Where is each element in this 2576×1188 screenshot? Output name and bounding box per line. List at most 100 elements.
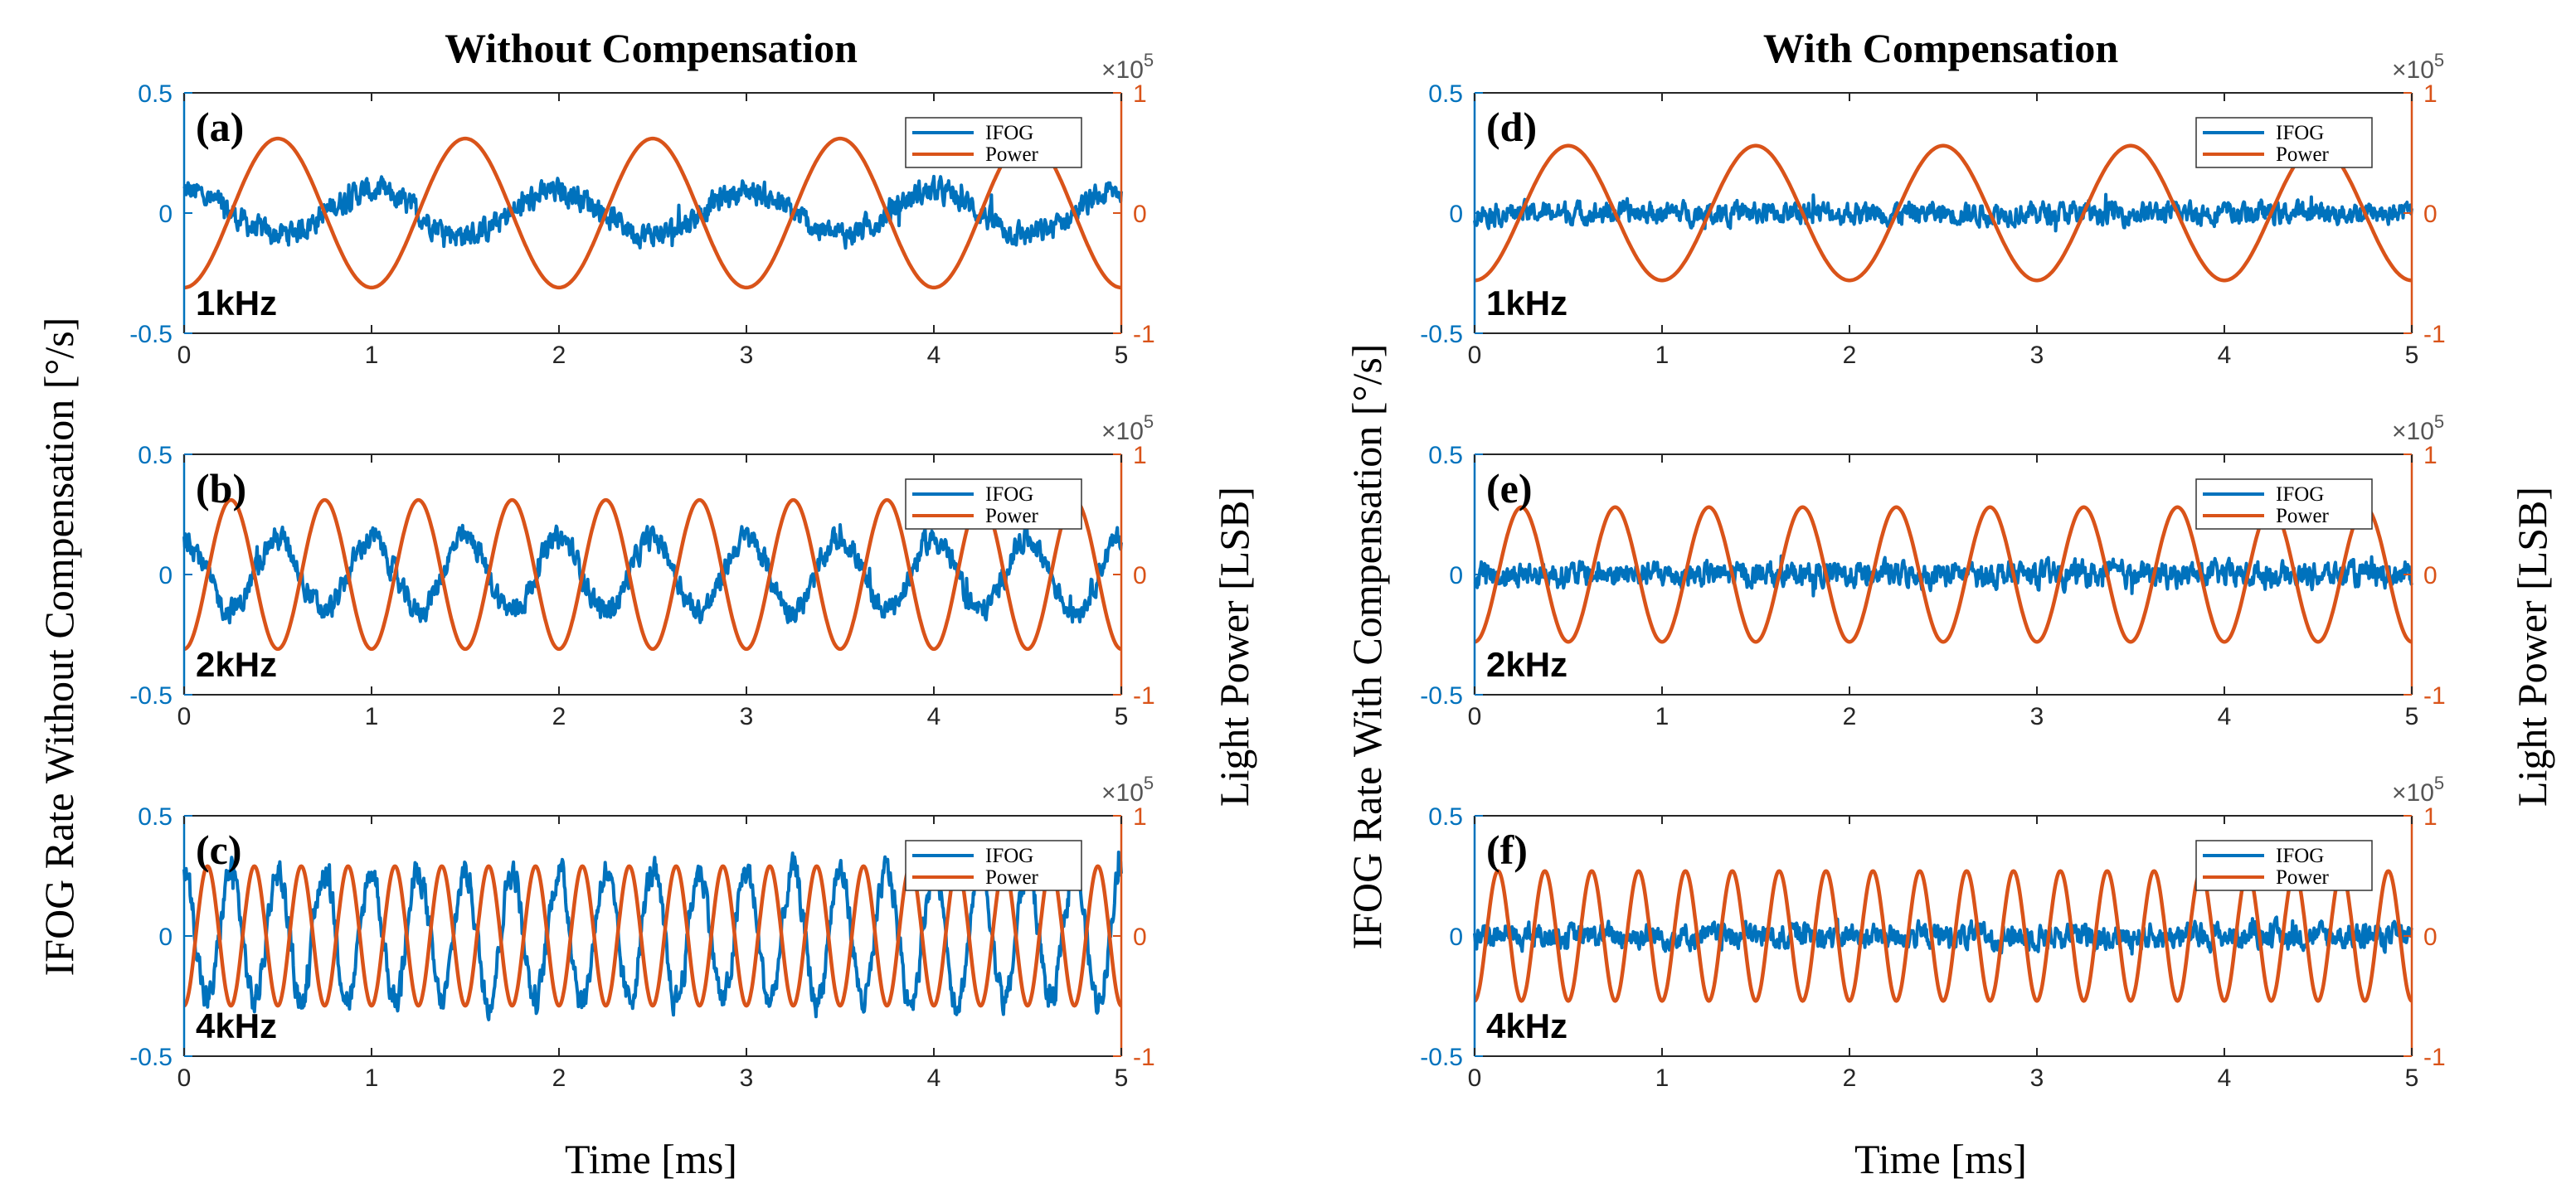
x-tick-label: 3 xyxy=(740,342,754,369)
y-right-tick-label: -1 xyxy=(2423,1044,2446,1071)
ifog-series-line xyxy=(182,174,1123,250)
x-tick-label: 0 xyxy=(177,703,192,730)
y-left-tick-label: 0.5 xyxy=(138,442,173,469)
right-x-axis-label: Time [ms] xyxy=(1854,1136,2027,1182)
multiplier-exponent: 5 xyxy=(1144,411,1154,432)
right-axis-multiplier: ×105 xyxy=(2392,50,2444,84)
x-tick-label: 2 xyxy=(1843,342,1857,369)
y-right-tick-label: 0 xyxy=(2423,562,2437,589)
y-right-tick-label: 0 xyxy=(1133,562,1147,589)
x-tick-label: 0 xyxy=(1468,1064,1482,1092)
right-axis-multiplier: ×105 xyxy=(1101,773,1154,807)
frequency-label: 1kHz xyxy=(1486,284,1567,322)
y-right-tick-label: 1 xyxy=(2423,803,2437,831)
legend-label-power: Power xyxy=(2276,866,2330,889)
x-tick-label: 3 xyxy=(2030,703,2044,730)
frequency-label: 4kHz xyxy=(196,1006,277,1045)
y-left-tick-label: -0.5 xyxy=(1420,321,1463,348)
x-tick-label: 2 xyxy=(1843,703,1857,730)
legend-box xyxy=(2195,478,2373,530)
x-tick-label: 4 xyxy=(2218,342,2232,369)
power-series-line xyxy=(1475,143,2412,283)
legend-label-power: Power xyxy=(2276,143,2330,166)
ifog-series-line xyxy=(1473,554,2413,598)
legend-label-ifog: IFOG xyxy=(985,122,1033,144)
left-x-axis-label: Time [ms] xyxy=(565,1136,737,1182)
panel-label: (e) xyxy=(1486,465,1533,512)
x-tick-label: 1 xyxy=(1655,1064,1670,1092)
y-right-tick-label: 0 xyxy=(1133,201,1147,228)
right-title: With Compensation xyxy=(1763,25,2119,71)
panel-label: (b) xyxy=(196,465,246,512)
y-right-tick-label: 1 xyxy=(2423,442,2437,469)
y-left-tick-label: 0.5 xyxy=(1428,442,1463,469)
x-tick-label: 2 xyxy=(1843,1064,1857,1092)
x-tick-label: 1 xyxy=(365,703,379,730)
y-right-tick-label: 0 xyxy=(1133,924,1147,951)
x-tick-label: 4 xyxy=(2218,1064,2232,1092)
y-right-tick-label: -1 xyxy=(1133,1044,1155,1071)
legend-label-ifog: IFOG xyxy=(985,845,1033,867)
x-tick-label: 3 xyxy=(740,703,754,730)
y-right-tick-label: 1 xyxy=(1133,803,1147,831)
x-tick-label: 4 xyxy=(2218,703,2232,730)
frequency-label: 4kHz xyxy=(1486,1006,1567,1045)
y-right-tick-label: 0 xyxy=(2423,201,2437,228)
x-tick-label: 3 xyxy=(2030,1064,2044,1092)
y-left-tick-label: 0 xyxy=(1449,562,1463,589)
y-left-tick-label: 0 xyxy=(1449,201,1463,228)
y-right-tick-label: 1 xyxy=(1133,80,1147,108)
frequency-label: 2kHz xyxy=(1486,645,1567,684)
y-left-tick-label: 0.5 xyxy=(138,80,173,108)
left-power-axis-label: Light Power [LSB] xyxy=(1211,487,1257,807)
y-left-tick-label: 0.5 xyxy=(1428,80,1463,108)
right-y-axis-label: IFOG Rate With Compensation [°/s] xyxy=(1344,344,1390,950)
x-tick-label: 5 xyxy=(1115,342,1129,369)
x-tick-label: 4 xyxy=(927,342,941,369)
x-tick-label: 5 xyxy=(2405,1064,2419,1092)
y-left-tick-label: 0 xyxy=(158,562,173,589)
left-title: Without Compensation xyxy=(445,25,858,71)
panel-label: (a) xyxy=(196,104,244,150)
legend-label-ifog: IFOG xyxy=(2276,122,2324,144)
panel-label: (d) xyxy=(1486,104,1537,150)
x-tick-label: 1 xyxy=(365,1064,379,1092)
power-series-line xyxy=(182,864,1123,1008)
x-tick-label: 5 xyxy=(2405,342,2419,369)
x-tick-label: 1 xyxy=(1655,703,1670,730)
right-axis-multiplier: ×105 xyxy=(1101,50,1154,84)
right-axis-multiplier: ×105 xyxy=(1101,411,1154,445)
legend-box xyxy=(905,117,1082,168)
y-left-tick-label: -0.5 xyxy=(129,682,173,710)
y-right-tick-label: -1 xyxy=(1133,321,1155,348)
x-tick-label: 4 xyxy=(927,1064,941,1092)
left-y-axis-label: IFOG Rate Without Compensation [°/s] xyxy=(36,318,82,977)
power-series-line xyxy=(184,136,1121,290)
right-power-axis-label: Light Power [LSB] xyxy=(2509,487,2555,807)
multiplier-exponent: 5 xyxy=(2434,773,2444,793)
legend-box xyxy=(2195,117,2373,168)
multiplier-exponent: 5 xyxy=(2434,411,2444,432)
frequency-label: 2kHz xyxy=(196,645,277,684)
x-tick-label: 2 xyxy=(552,342,566,369)
x-tick-label: 2 xyxy=(552,1064,566,1092)
frequency-label: 1kHz xyxy=(196,284,277,322)
x-tick-label: 1 xyxy=(1655,342,1670,369)
power-series-line xyxy=(1474,505,2413,644)
legend-box xyxy=(905,478,1082,530)
legend-label-ifog: IFOG xyxy=(2276,483,2324,506)
ifog-series-line xyxy=(1473,915,2413,956)
x-tick-label: 3 xyxy=(2030,342,2044,369)
y-right-tick-label: -1 xyxy=(2423,321,2446,348)
legend-label-power: Power xyxy=(985,866,1039,889)
y-left-tick-label: -0.5 xyxy=(129,1044,173,1071)
x-tick-label: 2 xyxy=(552,703,566,730)
x-tick-label: 4 xyxy=(927,703,941,730)
y-right-tick-label: 1 xyxy=(2423,80,2437,108)
